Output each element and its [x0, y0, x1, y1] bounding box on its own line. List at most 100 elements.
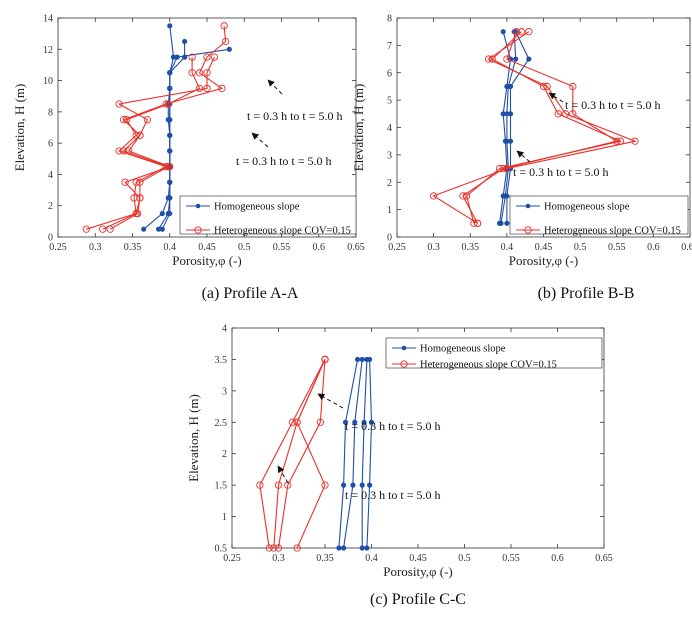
- data-point-heterogeneous: [164, 162, 172, 171]
- caption-profile-b-b: (b) Profile B-B: [538, 285, 635, 302]
- data-point-homogeneous: [361, 419, 367, 425]
- series-line-homogeneous: [499, 31, 512, 224]
- x-tick-label: 0.35: [124, 242, 142, 253]
- data-point-homogeneous: [498, 220, 504, 226]
- data-point-heterogeneous: [517, 28, 526, 36]
- x-tick-label: 0.4: [164, 242, 177, 253]
- legend-label-homogeneous: Homogeneous slope: [420, 344, 506, 355]
- y-tick-label: 2: [48, 201, 53, 212]
- x-tick-label: 0.45: [409, 553, 427, 564]
- x-tick-label: 0.25: [223, 553, 241, 564]
- data-point-homogeneous: [159, 210, 165, 217]
- data-point-homogeneous: [507, 111, 514, 117]
- legend-label-heterogeneous: Heterogeneous slope COV=0.15: [544, 226, 681, 237]
- y-tick-label: 4: [387, 123, 392, 134]
- data-point-homogeneous: [336, 545, 342, 551]
- data-point-homogeneous: [359, 482, 365, 488]
- data-point-heterogeneous: [119, 147, 128, 155]
- annotation-arrow-b-lower: [516, 150, 531, 163]
- data-point-heterogeneous: [115, 147, 123, 155]
- y-tick-label: 3: [222, 386, 227, 397]
- data-point-homogeneous: [504, 220, 510, 226]
- annotation-b-upper: t = 0.3 h to t = 5.0 h: [565, 98, 661, 112]
- legend-label-homogeneous: Homogeneous slope: [544, 202, 630, 213]
- data-point-heterogeneous: [121, 178, 129, 186]
- data-point-heterogeneous: [293, 544, 301, 552]
- data-point-homogeneous: [167, 85, 173, 91]
- data-point-heterogeneous: [488, 55, 496, 63]
- y-tick-label: 6: [48, 139, 53, 150]
- y-tick-label: 8: [387, 14, 392, 25]
- y-tick-label: 3.5: [215, 355, 228, 366]
- y-tick-label: 0: [387, 233, 392, 244]
- data-point-homogeneous: [364, 545, 370, 551]
- legend-box: [385, 337, 603, 369]
- data-point-homogeneous: [167, 195, 173, 201]
- series-line-heterogeneous: [109, 56, 215, 230]
- panel-profile-c-c: 0.25 0.3 0.35 0.4 0.45 0.5 0.55 0.6 0.65 0.5 1 1.5 2…: [186, 324, 613, 580]
- y-tick-label: 4: [48, 170, 53, 181]
- data-point-homogeneous: [500, 29, 506, 35]
- y-tick-label: 7: [387, 41, 392, 52]
- data-point-heterogeneous: [321, 355, 329, 364]
- data-point-homogeneous: [507, 83, 514, 90]
- data-point-heterogeneous: [134, 209, 142, 218]
- data-point-heterogeneous: [136, 131, 144, 139]
- data-point-homogeneous: [182, 38, 188, 45]
- data-point-heterogeneous: [539, 82, 548, 91]
- x-tick-label: 0.4: [501, 242, 514, 253]
- y-tick-label: 1: [222, 512, 227, 523]
- series-line-heterogeneous: [273, 359, 326, 549]
- data-point-heterogeneous: [293, 418, 301, 426]
- data-point-heterogeneous: [270, 544, 278, 552]
- data-point-homogeneous: [359, 545, 365, 551]
- data-point-homogeneous: [368, 419, 375, 425]
- annotation-arrow-c-lower: [277, 465, 289, 484]
- x-axis-label: Porosity,φ (-): [172, 253, 242, 268]
- data-point-homogeneous: [341, 545, 347, 551]
- x-tick-label: 0.65: [681, 242, 692, 253]
- data-point-heterogeneous: [459, 192, 467, 200]
- data-point-heterogeneous: [569, 110, 577, 118]
- y-axis-label: Elevation, H (m): [351, 84, 366, 172]
- legend: Homogeneous slope Heterogeneous slope COV…: [509, 195, 689, 237]
- data-point-heterogeneous: [256, 481, 264, 489]
- legend: Homogeneous slope Heterogeneous slope COV…: [385, 337, 603, 371]
- x-tick-label: 0.35: [462, 242, 480, 253]
- data-point-heterogeneous: [512, 28, 521, 36]
- data-point-homogeneous: [504, 193, 510, 199]
- series-line-homogeneous: [366, 359, 373, 549]
- data-point-heterogeneous: [429, 192, 438, 200]
- data-point-homogeneous: [341, 482, 347, 488]
- data-point-homogeneous: [159, 226, 165, 232]
- data-point-homogeneous: [507, 138, 514, 144]
- data-point-heterogeneous: [188, 53, 196, 61]
- data-point-heterogeneous: [106, 225, 114, 233]
- data-point-heterogeneous: [82, 225, 90, 233]
- y-tick-label: 2: [222, 449, 227, 460]
- annotation-arrow-a-upper: [267, 79, 283, 95]
- data-point-heterogeneous: [115, 100, 123, 108]
- series-line-heterogeneous: [259, 359, 326, 549]
- caption-profile-c-c: (c) Profile C-C: [370, 591, 466, 608]
- x-tick-label: 0.55: [608, 242, 626, 253]
- series-line-heterogeneous: [462, 31, 619, 224]
- data-point-homogeneous: [342, 419, 349, 425]
- data-point-heterogeneous: [210, 53, 219, 61]
- annotation-arrow-c-upper: [317, 393, 344, 409]
- data-point-heterogeneous: [499, 164, 507, 173]
- series-line-heterogeneous: [296, 359, 326, 549]
- series-line-homogeneous: [506, 31, 530, 224]
- y-tick-label: 2.5: [215, 418, 228, 429]
- annotation-b-lower: t = 0.3 h to t = 5.0 h: [513, 165, 609, 179]
- data-point-heterogeneous: [265, 544, 273, 552]
- data-point-heterogeneous: [288, 418, 297, 426]
- legend-box: [179, 195, 357, 235]
- data-point-homogeneous: [513, 56, 519, 62]
- x-tick-label: 0.25: [49, 242, 67, 253]
- y-tick-label: 6: [387, 68, 392, 79]
- legend: Homogeneous slope Heterogeneous slope COV…: [179, 195, 357, 237]
- data-point-heterogeneous: [203, 84, 211, 93]
- data-point-homogeneous: [167, 117, 173, 123]
